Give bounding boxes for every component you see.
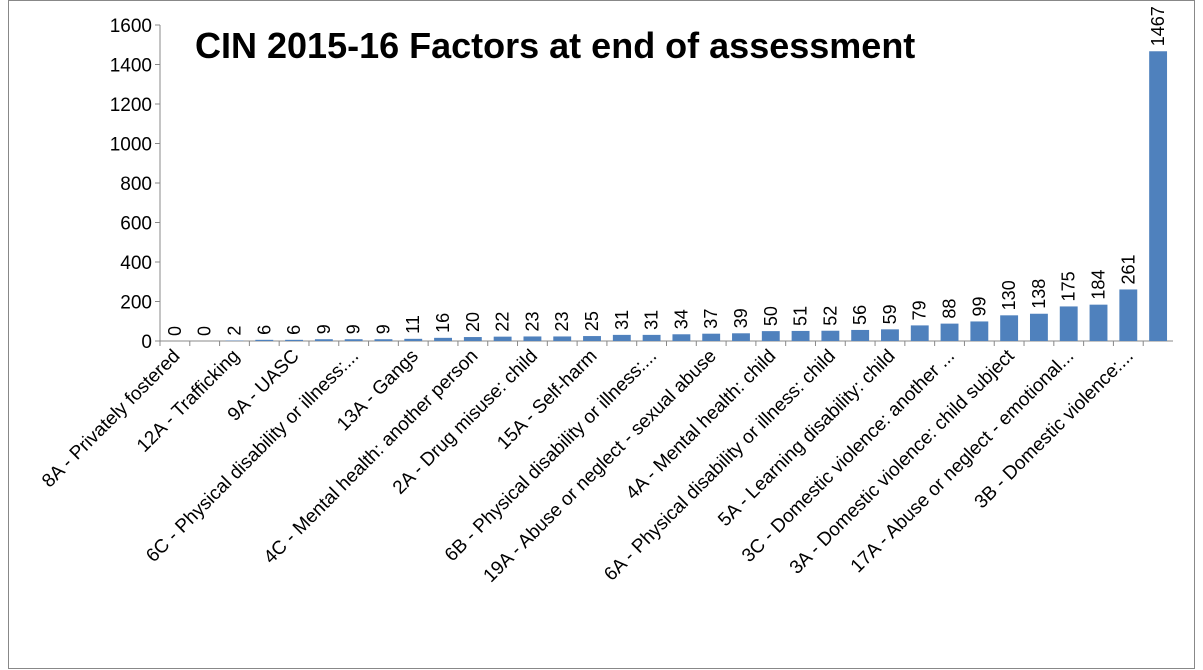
y-tick-label: 1600 — [110, 16, 152, 37]
value-label: 52 — [820, 306, 840, 326]
value-label: 37 — [701, 309, 721, 329]
bar — [1119, 289, 1138, 341]
bar — [1000, 315, 1019, 341]
value-label: 9 — [314, 324, 334, 334]
bar — [314, 339, 333, 341]
value-label: 22 — [493, 312, 513, 332]
bar — [285, 339, 304, 341]
bar — [553, 336, 572, 341]
bar — [702, 333, 721, 341]
value-label: 23 — [522, 311, 542, 331]
value-label: 9 — [344, 324, 364, 334]
value-label: 0 — [195, 326, 215, 336]
bar — [1089, 304, 1108, 341]
bar — [434, 337, 452, 341]
bar — [374, 339, 393, 341]
value-label: 16 — [433, 313, 453, 333]
y-tick-label: 1000 — [110, 135, 152, 156]
value-label: 6 — [284, 325, 304, 335]
bar — [255, 339, 274, 341]
value-label: 138 — [1029, 279, 1049, 309]
value-label: 88 — [940, 299, 960, 319]
bar — [970, 321, 989, 341]
value-label: 261 — [1118, 254, 1138, 284]
bar — [761, 331, 780, 341]
bar — [732, 333, 750, 341]
bar — [583, 336, 601, 341]
bar — [404, 338, 423, 341]
y-tick-label: 1200 — [110, 95, 152, 116]
value-label: 99 — [969, 296, 989, 316]
value-label: 25 — [582, 311, 602, 331]
bar — [493, 336, 512, 341]
value-label: 184 — [1089, 270, 1109, 300]
value-label: 59 — [880, 304, 900, 324]
bar — [940, 323, 959, 341]
bar — [821, 330, 840, 341]
chart-frame — [8, 0, 1195, 669]
y-tick-label: 200 — [120, 293, 152, 314]
bar — [910, 325, 929, 341]
bar — [791, 330, 810, 341]
value-label: 34 — [671, 309, 691, 329]
value-label: 1467 — [1148, 6, 1168, 46]
bar — [344, 339, 363, 341]
value-label: 0 — [165, 326, 185, 336]
value-label: 51 — [791, 306, 811, 326]
value-label: 50 — [761, 306, 781, 326]
value-label: 79 — [910, 300, 930, 320]
bar — [881, 329, 899, 341]
value-label: 130 — [999, 280, 1019, 310]
y-tick-label: 600 — [120, 214, 152, 235]
bar — [1149, 51, 1168, 342]
value-label: 31 — [612, 310, 632, 330]
y-tick-label: 800 — [120, 174, 152, 195]
value-label: 31 — [642, 310, 662, 330]
value-label: 11 — [403, 315, 423, 334]
value-label: 175 — [1059, 271, 1079, 301]
value-label: 9 — [373, 324, 393, 334]
y-tick-label: 1400 — [110, 56, 152, 77]
y-tick-label: 400 — [120, 253, 152, 274]
y-tick-label: 0 — [141, 332, 152, 353]
value-label: 56 — [850, 305, 870, 325]
bar — [463, 337, 482, 341]
bar — [1059, 306, 1078, 341]
value-label: 20 — [463, 312, 483, 332]
value-label: 2 — [224, 326, 244, 336]
value-label: 39 — [731, 308, 751, 328]
bar — [642, 334, 661, 341]
bar — [612, 334, 631, 341]
bar — [1029, 313, 1048, 341]
value-label: 23 — [552, 311, 572, 331]
bar — [523, 336, 542, 341]
chart-title: CIN 2015-16 Factors at end of assessment — [195, 25, 915, 66]
bar — [672, 334, 691, 341]
value-label: 6 — [254, 325, 274, 335]
bar — [851, 329, 870, 341]
